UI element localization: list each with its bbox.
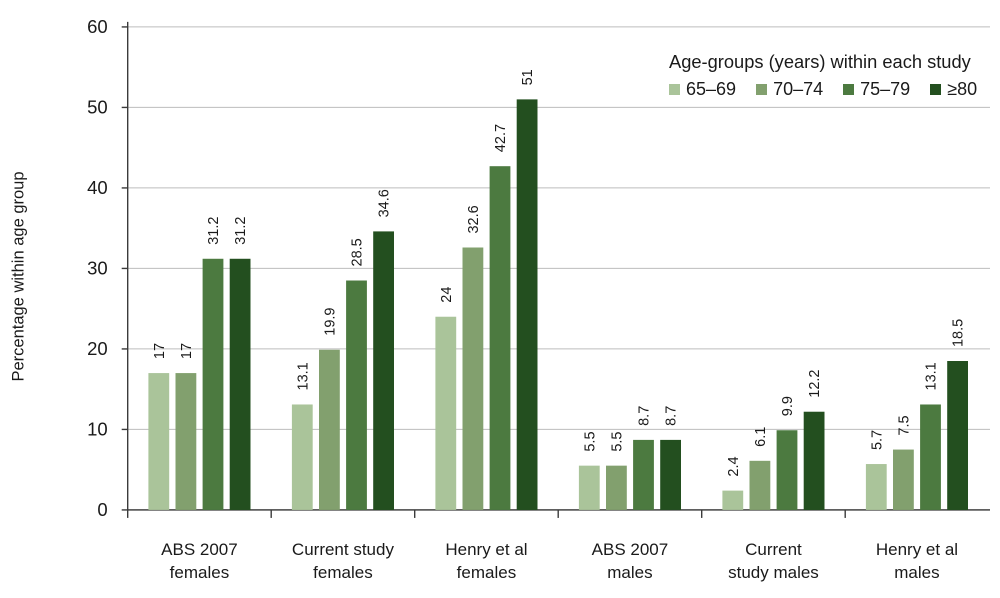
- svg-text:6.1: 6.1: [753, 427, 769, 447]
- svg-text:19.9: 19.9: [322, 308, 338, 336]
- svg-text:Henry et al: Henry et al: [445, 540, 527, 559]
- svg-text:28.5: 28.5: [350, 238, 366, 266]
- svg-text:13.1: 13.1: [924, 362, 940, 390]
- svg-text:Current: Current: [745, 540, 802, 559]
- svg-text:males: males: [607, 563, 652, 582]
- svg-text:5.7: 5.7: [869, 430, 885, 450]
- svg-text:females: females: [313, 563, 373, 582]
- svg-text:51: 51: [520, 69, 536, 85]
- svg-text:5.5: 5.5: [609, 431, 625, 451]
- svg-text:Henry et al: Henry et al: [876, 540, 958, 559]
- svg-text:42.7: 42.7: [493, 124, 509, 152]
- svg-text:20: 20: [87, 338, 108, 359]
- svg-text:17: 17: [179, 343, 195, 359]
- svg-text:32.6: 32.6: [466, 205, 482, 233]
- svg-text:13.1: 13.1: [295, 362, 311, 390]
- svg-text:males: males: [894, 563, 939, 582]
- svg-text:5.5: 5.5: [582, 431, 598, 451]
- svg-text:Current study: Current study: [292, 540, 395, 559]
- svg-text:31.2: 31.2: [206, 217, 222, 245]
- svg-text:17: 17: [152, 343, 168, 359]
- svg-text:40: 40: [87, 177, 108, 198]
- svg-text:24: 24: [439, 287, 455, 303]
- svg-text:12.2: 12.2: [807, 369, 823, 397]
- svg-text:study males: study males: [728, 563, 819, 582]
- svg-text:18.5: 18.5: [951, 319, 967, 347]
- svg-text:females: females: [457, 563, 517, 582]
- svg-text:10: 10: [87, 418, 108, 439]
- svg-text:31.2: 31.2: [233, 217, 249, 245]
- svg-text:50: 50: [87, 96, 108, 117]
- svg-text:60: 60: [87, 16, 108, 37]
- svg-text:30: 30: [87, 257, 108, 278]
- svg-text:34.6: 34.6: [377, 189, 393, 217]
- svg-text:ABS 2007: ABS 2007: [161, 540, 238, 559]
- svg-text:females: females: [170, 563, 230, 582]
- svg-text:7.5: 7.5: [896, 415, 912, 435]
- svg-text:9.9: 9.9: [780, 396, 796, 416]
- svg-text:8.7: 8.7: [664, 406, 680, 426]
- svg-text:0: 0: [97, 499, 107, 520]
- svg-text:8.7: 8.7: [637, 406, 653, 426]
- svg-text:2.4: 2.4: [726, 456, 742, 476]
- svg-text:ABS 2007: ABS 2007: [592, 540, 669, 559]
